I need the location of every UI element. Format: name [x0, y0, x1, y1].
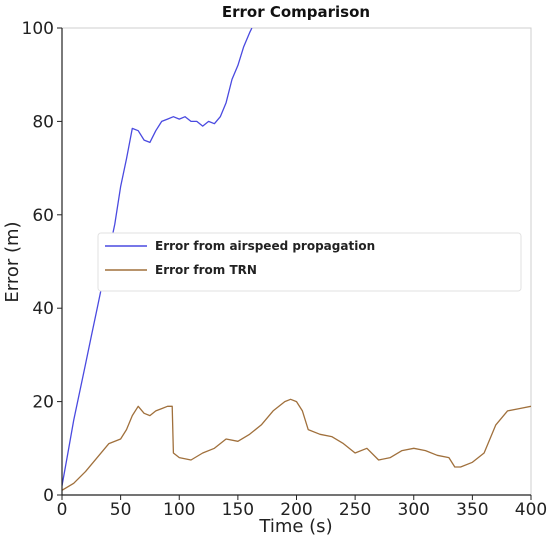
chart-title: Error Comparison: [222, 3, 370, 21]
y-tick-label: 80: [32, 112, 54, 132]
x-tick-label: 250: [339, 500, 371, 520]
x-tick-label: 0: [57, 500, 68, 520]
legend-label-airspeed: Error from airspeed propagation: [155, 239, 375, 253]
legend-label-trn: Error from TRN: [155, 263, 257, 277]
x-tick-label: 400: [515, 500, 547, 520]
y-axis-label: Error (m): [2, 221, 23, 302]
x-tick-label: 300: [398, 500, 430, 520]
y-tick-label: 20: [32, 393, 54, 413]
series-layer: [62, 28, 531, 491]
y-tick-label: 60: [32, 206, 54, 226]
ticks-layer: 0 50 100 150 200 250 300 350 400 0 20 40 60 80 100: [22, 19, 548, 520]
series-line-trn: [62, 398, 531, 491]
x-tick-label: 150: [222, 500, 254, 520]
legend-box: [97, 232, 522, 292]
x-tick-label: 350: [456, 500, 488, 520]
legend: Error from airspeed propagation Error fr…: [97, 232, 522, 292]
y-tick-label: 0: [43, 486, 54, 506]
y-tick-label: 100: [22, 19, 54, 39]
x-tick-label: 200: [280, 500, 312, 520]
x-tick-label: 50: [110, 500, 132, 520]
y-tick-label: 40: [32, 299, 54, 319]
series-line-airspeed: [62, 28, 253, 486]
x-tick-label: 100: [163, 500, 195, 520]
x-axis-label: Time (s): [258, 516, 332, 537]
